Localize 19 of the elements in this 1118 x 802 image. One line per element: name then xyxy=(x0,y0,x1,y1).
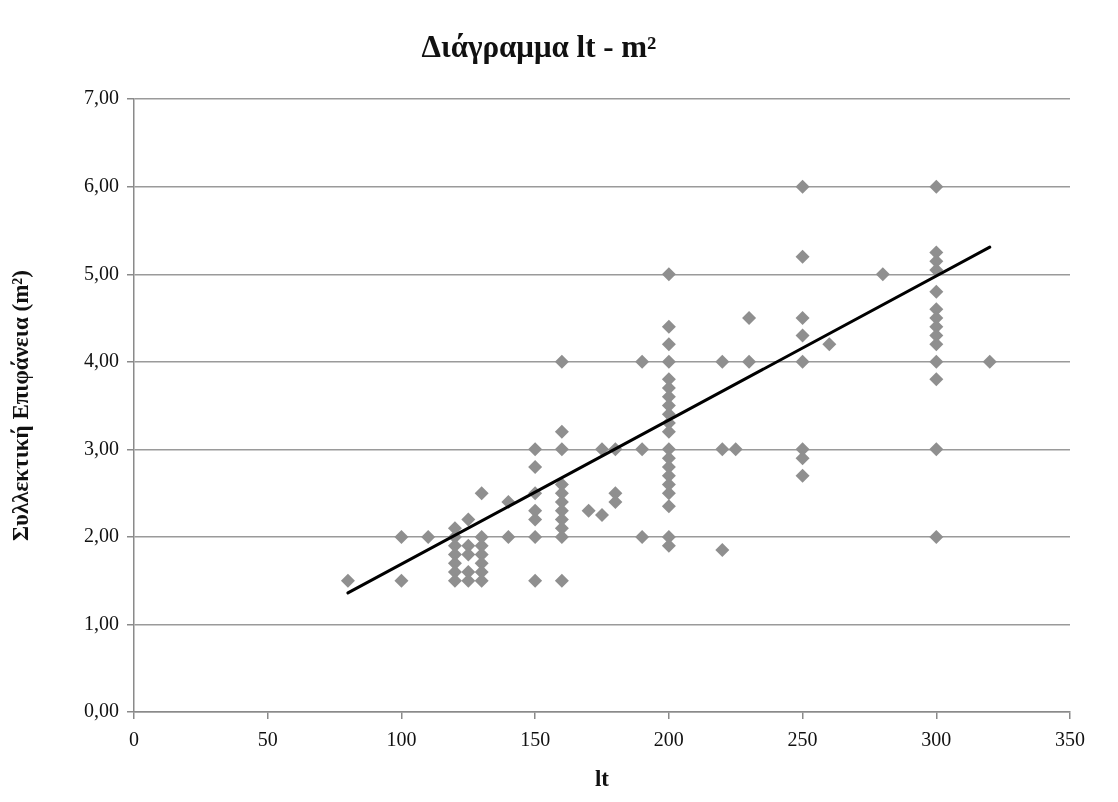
x-tick-label: 150 xyxy=(520,728,551,751)
x-tick-label: 50 xyxy=(257,728,278,751)
x-tick-label: 200 xyxy=(653,728,684,751)
y-tick-label: 2,00 xyxy=(84,524,119,547)
y-tick-label: 4,00 xyxy=(84,349,119,372)
y-tick-label: 6,00 xyxy=(84,173,119,196)
y-tick-label: 7,00 xyxy=(84,86,119,109)
y-tick-label: 0,00 xyxy=(84,699,119,722)
x-tick-label: 250 xyxy=(787,728,818,751)
x-tick-label: 350 xyxy=(1055,728,1085,751)
x-tick-label: 0 xyxy=(129,728,139,751)
y-tick-label: 1,00 xyxy=(84,611,119,634)
chart-title: Διάγραμμα lt - m² xyxy=(421,28,657,64)
x-tick-label: 100 xyxy=(386,728,417,751)
x-tick-label: 300 xyxy=(921,728,952,751)
x-axis-title: lt xyxy=(594,766,610,792)
y-tick-label: 5,00 xyxy=(84,261,119,284)
y-tick-label: 3,00 xyxy=(84,436,119,459)
y-axis-title: Συλλεκτική Επιφάνεια (m²) xyxy=(7,270,33,542)
